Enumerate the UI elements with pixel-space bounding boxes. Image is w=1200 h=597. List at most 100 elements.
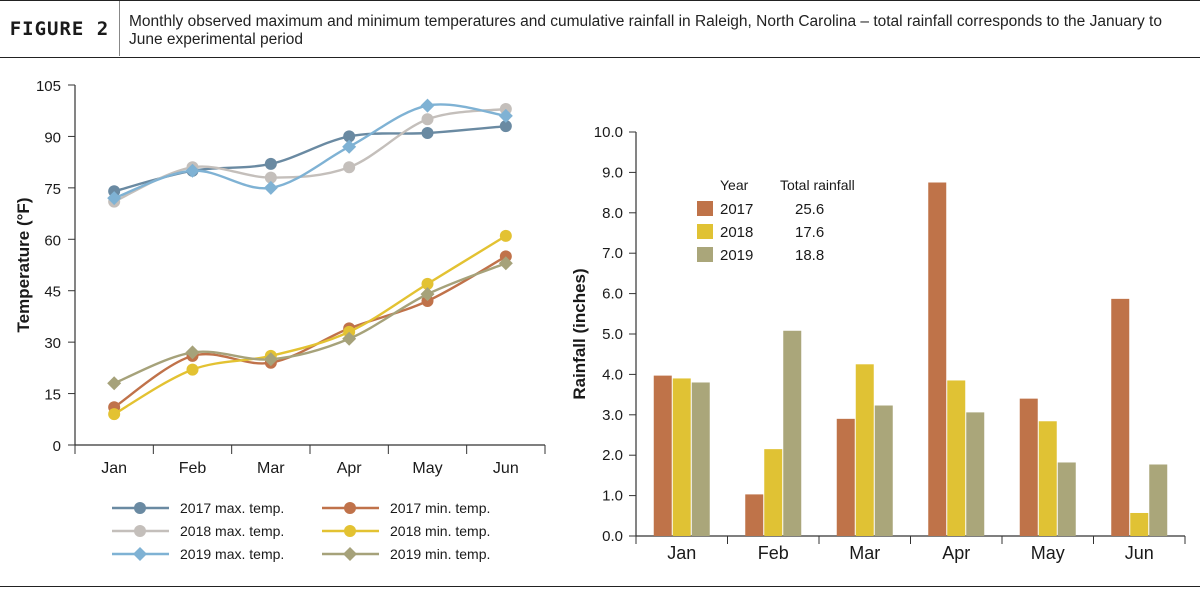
y-tick-label: 0 [53,438,61,455]
legend-year: 2018 [720,224,753,241]
y-tick-label: 3.0 [602,407,623,424]
data-point [185,345,200,360]
data-point [107,191,122,206]
bar-2018-Jun [1130,512,1149,536]
x-tick-label: Feb [758,543,789,563]
legend-marker [344,502,356,514]
legend-marker [134,525,146,537]
data-point [186,363,199,376]
legend-label: 2019 min. temp. [390,546,490,562]
data-point [343,161,356,174]
data-point [263,180,278,195]
x-tick-label: Feb [179,460,207,477]
bar-2019-Jun [1149,464,1168,536]
data-point [264,171,277,184]
figure-label: FIGURE 2 [0,1,120,56]
bar-2019-Apr [966,412,985,536]
x-tick-label: Mar [257,460,285,477]
legend-year: 2019 [720,247,753,264]
x-tick-label: Mar [849,543,880,563]
y-tick-label: 2.0 [602,447,623,464]
y-tick-label: 0.0 [602,528,623,545]
bar-2018-May [1038,421,1057,536]
data-point [342,331,357,346]
legend-total: 18.8 [795,247,824,264]
data-point [264,157,277,170]
bar-2017-May [1019,398,1038,536]
bar-2019-Mar [874,405,893,536]
legend-total: 17.6 [795,224,824,241]
bar-2018-Apr [947,380,966,536]
y-tick-label: 45 [44,284,61,301]
figure-header: FIGURE 2 Monthly observed maximum and mi… [0,0,1200,58]
bar-2017-Jan [653,375,672,536]
x-tick-label: May [1031,543,1065,563]
data-point [421,127,434,139]
temperature-line-chart: 0 15 30 45 60 75 90 105 Jan Feb Mar Apr May Jun Temper… [14,78,546,562]
y-tick-label: 105 [36,78,61,95]
figure-caption: Monthly observed maximum and minimum tem… [129,13,1162,48]
y-axis-label: Rainfall (inches) [570,268,589,399]
series-line-2 [113,103,507,200]
legend-swatch [697,224,713,239]
y-axis-label: Temperature (°F) [14,198,33,333]
legend-marker [133,547,147,561]
data-point [499,120,512,133]
data-point [420,98,435,113]
series-line-5 [113,262,507,385]
data-point [421,277,434,290]
legend-label: 2018 max. temp. [180,523,284,539]
legend-year: 2017 [720,201,753,218]
legend-swatch [697,201,713,216]
data-point [342,139,357,154]
y-tick-label: 15 [44,387,61,404]
legend-label: 2018 min. temp. [390,523,490,539]
bottom-rule [0,586,1200,587]
data-point [107,376,122,391]
x-tick-label: Jun [493,460,519,477]
data-point [185,163,200,178]
bar-2019-Feb [783,330,802,536]
legend-marker [343,547,357,561]
y-tick-label: 1.0 [602,488,623,505]
data-point [421,113,434,126]
data-point [343,130,356,143]
bar-2019-Jan [691,382,710,536]
data-point [498,256,513,271]
bar-2019-May [1057,462,1076,536]
x-tick-label: Jan [101,460,127,477]
y-tick-label: 90 [44,129,61,146]
bar-2017-Feb [745,494,764,536]
y-tick-label: 4.0 [602,366,623,383]
legend-total: 25.6 [795,201,824,218]
data-point [108,408,121,421]
y-tick-label: 5.0 [602,326,623,343]
legend-label: 2017 min. temp. [390,500,490,516]
y-tick-label: 30 [44,335,61,352]
bar-2018-Feb [764,449,783,536]
series-line-4 [113,234,507,416]
series-line-0 [113,124,506,193]
y-tick-label: 60 [44,232,61,249]
y-tick-label: 8.0 [602,205,623,222]
legend-header-total: Total rainfall [780,177,855,193]
legend-marker [134,502,146,514]
x-tick-label: May [412,460,442,477]
y-tick-label: 9.0 [602,164,623,181]
x-tick-label: Jun [1125,543,1154,563]
legend-marker [344,525,356,537]
data-point [498,108,513,123]
data-point [263,352,278,367]
series-line-1 [113,107,506,203]
y-tick-label: 75 [44,181,61,198]
bar-2017-Jun [1111,298,1130,536]
bar-2018-Mar [855,364,874,536]
legend-header-year: Year [720,177,749,193]
bar-2018-Jan [672,378,691,536]
legend-label: 2017 max. temp. [180,500,284,516]
data-point [420,287,435,302]
x-tick-label: Jan [667,543,696,563]
rainfall-bar-chart: 0.0 1.0 2.0 3.0 4.0 5.0 6.0 7.0 8.0 9.0 10.0 Jan Feb… [570,124,1186,563]
legend-label: 2019 max. temp. [180,546,284,562]
bar-2017-Mar [836,418,855,536]
